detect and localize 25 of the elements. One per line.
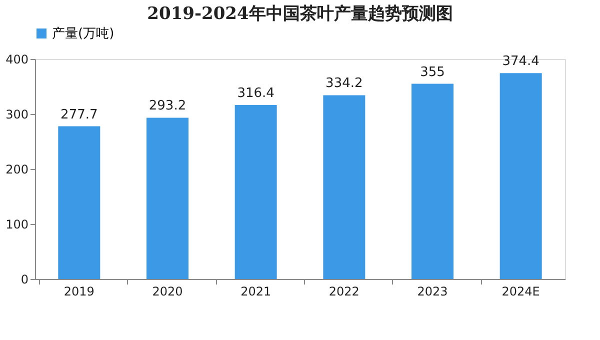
x-tick-label: 2022 — [328, 284, 360, 298]
y-tick-label: 100 — [6, 218, 28, 232]
data-label: 355 — [420, 64, 445, 80]
data-label: 293.2 — [148, 98, 186, 114]
legend-label: 产量(万吨) — [52, 26, 114, 42]
bar — [323, 95, 366, 279]
bar — [500, 73, 542, 279]
y-tick-label: 400 — [6, 52, 28, 66]
bar — [412, 84, 454, 279]
data-label: 374.4 — [502, 54, 540, 70]
y-tick-label: 200 — [6, 162, 28, 176]
y-tick-label: 300 — [6, 108, 28, 122]
x-tick-label: 2020 — [152, 284, 183, 298]
bar — [146, 118, 188, 279]
x-tick-label: 2024E — [502, 284, 540, 298]
bar — [58, 126, 100, 279]
data-label: 334.2 — [326, 76, 363, 92]
bar — [234, 104, 277, 279]
data-label: 316.4 — [237, 86, 274, 101]
data-label: 277.7 — [60, 107, 98, 122]
x-tick-label: 2021 — [240, 284, 272, 298]
chart-title: 2019-2024年中国茶叶产量趋势预测图 — [147, 4, 453, 24]
y-tick-label: 0 — [20, 272, 28, 286]
x-tick-label: 2019 — [64, 284, 94, 298]
x-tick-label: 2023 — [417, 284, 448, 298]
